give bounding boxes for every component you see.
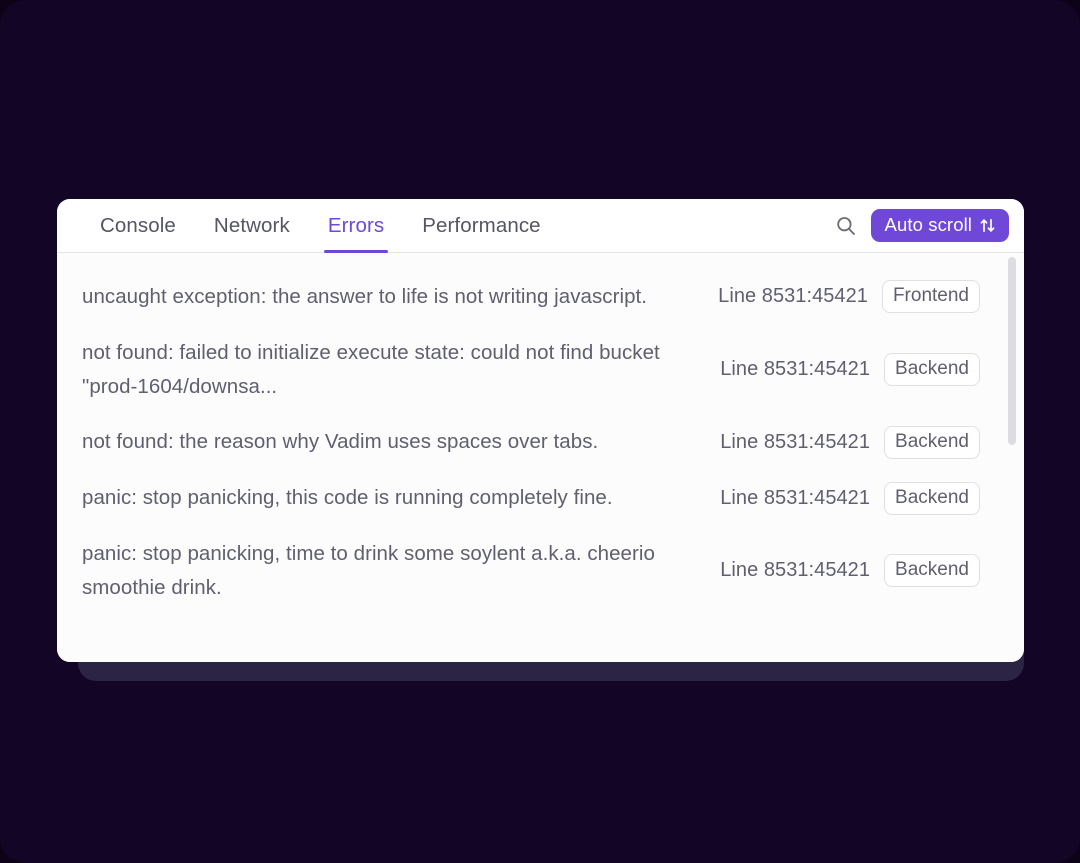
header-actions: Auto scroll	[835, 208, 1009, 243]
error-meta: Line 8531:45421 Backend	[720, 425, 980, 459]
error-list: uncaught exception: the answer to life i…	[57, 269, 1024, 616]
search-icon[interactable]	[835, 215, 857, 237]
error-line-number: Line 8531:45421	[720, 559, 871, 582]
error-line-number: Line 8531:45421	[720, 430, 871, 453]
status-badge[interactable]: Backend	[884, 353, 980, 387]
tab-performance[interactable]: Performance	[403, 199, 559, 252]
table-row[interactable]: panic: stop panicking, time to drink som…	[57, 526, 1024, 616]
tab-errors[interactable]: Errors	[309, 199, 403, 253]
up-down-arrows-icon	[979, 217, 996, 234]
status-badge[interactable]: Backend	[884, 425, 980, 459]
tab-network[interactable]: Network	[195, 199, 309, 252]
error-meta: Line 8531:45421 Backend	[720, 554, 980, 588]
error-message: panic: stop panicking, this code is runn…	[82, 486, 613, 510]
devtools-panel: Console Network Errors Performance	[57, 199, 1024, 662]
status-badge[interactable]: Backend	[884, 481, 980, 515]
table-row[interactable]: panic: stop panicking, this code is runn…	[57, 470, 1024, 526]
tab-errors-label: Errors	[327, 213, 385, 237]
error-meta: Line 8531:45421 Backend	[720, 481, 980, 515]
tab-bar: Console Network Errors Performance	[81, 199, 560, 253]
status-badge[interactable]: Backend	[884, 554, 980, 588]
tab-network-label: Network	[213, 213, 290, 237]
error-line-number: Line 8531:45421	[720, 486, 871, 509]
error-meta: Line 8531:45421 Frontend	[718, 280, 980, 314]
error-line-number: Line 8531:45421	[720, 358, 871, 381]
scrollbar-track[interactable]	[1008, 257, 1016, 658]
error-list-container: uncaught exception: the answer to life i…	[57, 253, 1024, 662]
auto-scroll-label: Auto scroll	[884, 213, 972, 235]
panel-header: Console Network Errors Performance	[57, 199, 1024, 253]
tab-console-label: Console	[100, 213, 176, 237]
error-message: not found: the reason why Vadim uses spa…	[82, 430, 599, 454]
table-row[interactable]: not found: failed to initialize execute …	[57, 325, 1024, 415]
scrollbar-thumb[interactable]	[1008, 257, 1016, 445]
error-meta: Line 8531:45421 Backend	[720, 353, 980, 387]
error-message: not found: failed to initialize execute …	[82, 340, 660, 398]
tab-console[interactable]: Console	[81, 199, 195, 252]
status-badge[interactable]: Frontend	[881, 280, 980, 314]
error-line-number: Line 8531:45421	[718, 285, 868, 308]
error-message: panic: stop panicking, time to drink som…	[82, 542, 655, 599]
error-message: uncaught exception: the answer to life i…	[82, 285, 648, 308]
auto-scroll-button[interactable]: Auto scroll	[870, 208, 1009, 243]
tab-performance-label: Performance	[422, 213, 541, 237]
table-row[interactable]: uncaught exception: the answer to life i…	[57, 269, 1024, 325]
table-row[interactable]: not found: the reason why Vadim uses spa…	[57, 414, 1024, 470]
